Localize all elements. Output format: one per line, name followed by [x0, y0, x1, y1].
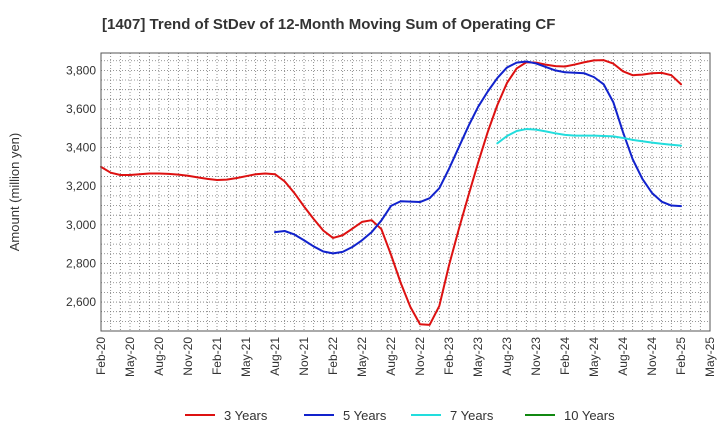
- x-tick-label: Aug-21: [268, 337, 282, 376]
- x-tick-label: May-23: [471, 337, 485, 377]
- y-axis-title: Amount (million yen): [7, 133, 22, 252]
- x-tick-label: Feb-23: [442, 337, 456, 375]
- legend-label: 5 Years: [343, 408, 387, 423]
- legend-label: 3 Years: [224, 408, 268, 423]
- x-tick-label: Aug-24: [616, 337, 630, 376]
- y-tick-label: 3,800: [66, 63, 96, 77]
- x-tick-label: Nov-23: [529, 337, 543, 376]
- series-line-5-years: [274, 60, 682, 255]
- x-tick-label: Aug-22: [384, 337, 398, 376]
- y-tick-label: 2,600: [66, 295, 96, 309]
- series-line-7-years: [496, 128, 682, 147]
- x-tick-label: Nov-20: [181, 337, 195, 376]
- y-tick-label: 3,000: [66, 218, 96, 232]
- x-tick-label: Aug-23: [500, 337, 514, 376]
- y-tick-label: 3,400: [66, 141, 96, 155]
- x-tick-label: Feb-24: [558, 337, 572, 375]
- legend-label: 10 Years: [564, 408, 615, 423]
- legend: 3 Years 5 Years 7 Years 10 Years: [185, 408, 615, 423]
- x-tick-label: Feb-22: [326, 337, 340, 375]
- x-tick-label: Nov-21: [297, 337, 311, 376]
- x-tick-label: May-22: [355, 337, 369, 377]
- series-line-3-years: [100, 59, 682, 326]
- grid: [101, 53, 710, 331]
- y-axis-ticks: 2,600 2,800 3,000 3,200 3,400 3,600 3,800: [66, 63, 96, 309]
- x-tick-label: Aug-20: [152, 337, 166, 376]
- x-tick-label: Nov-22: [413, 337, 427, 376]
- x-tick-label: May-24: [587, 337, 601, 377]
- x-tick-label: Feb-21: [210, 337, 224, 375]
- x-tick-label: Feb-20: [94, 337, 108, 375]
- x-tick-label: Feb-25: [674, 337, 688, 375]
- x-tick-label: May-25: [703, 337, 717, 377]
- legend-label: 7 Years: [450, 408, 494, 423]
- plot-frame: [100, 52, 711, 332]
- x-tick-label: Nov-24: [645, 337, 659, 376]
- y-tick-label: 2,800: [66, 256, 96, 270]
- x-axis-ticks: Feb-20 May-20 Aug-20 Nov-20 Feb-21 May-21 Aug-…: [94, 337, 717, 377]
- series-lines: [100, 59, 682, 326]
- x-tick-label: May-20: [123, 337, 137, 377]
- x-tick-label: May-21: [239, 337, 253, 377]
- chart-title: [1407] Trend of StDev of 12-Month Moving…: [102, 16, 555, 33]
- y-tick-label: 3,200: [66, 179, 96, 193]
- y-tick-label: 3,600: [66, 102, 96, 116]
